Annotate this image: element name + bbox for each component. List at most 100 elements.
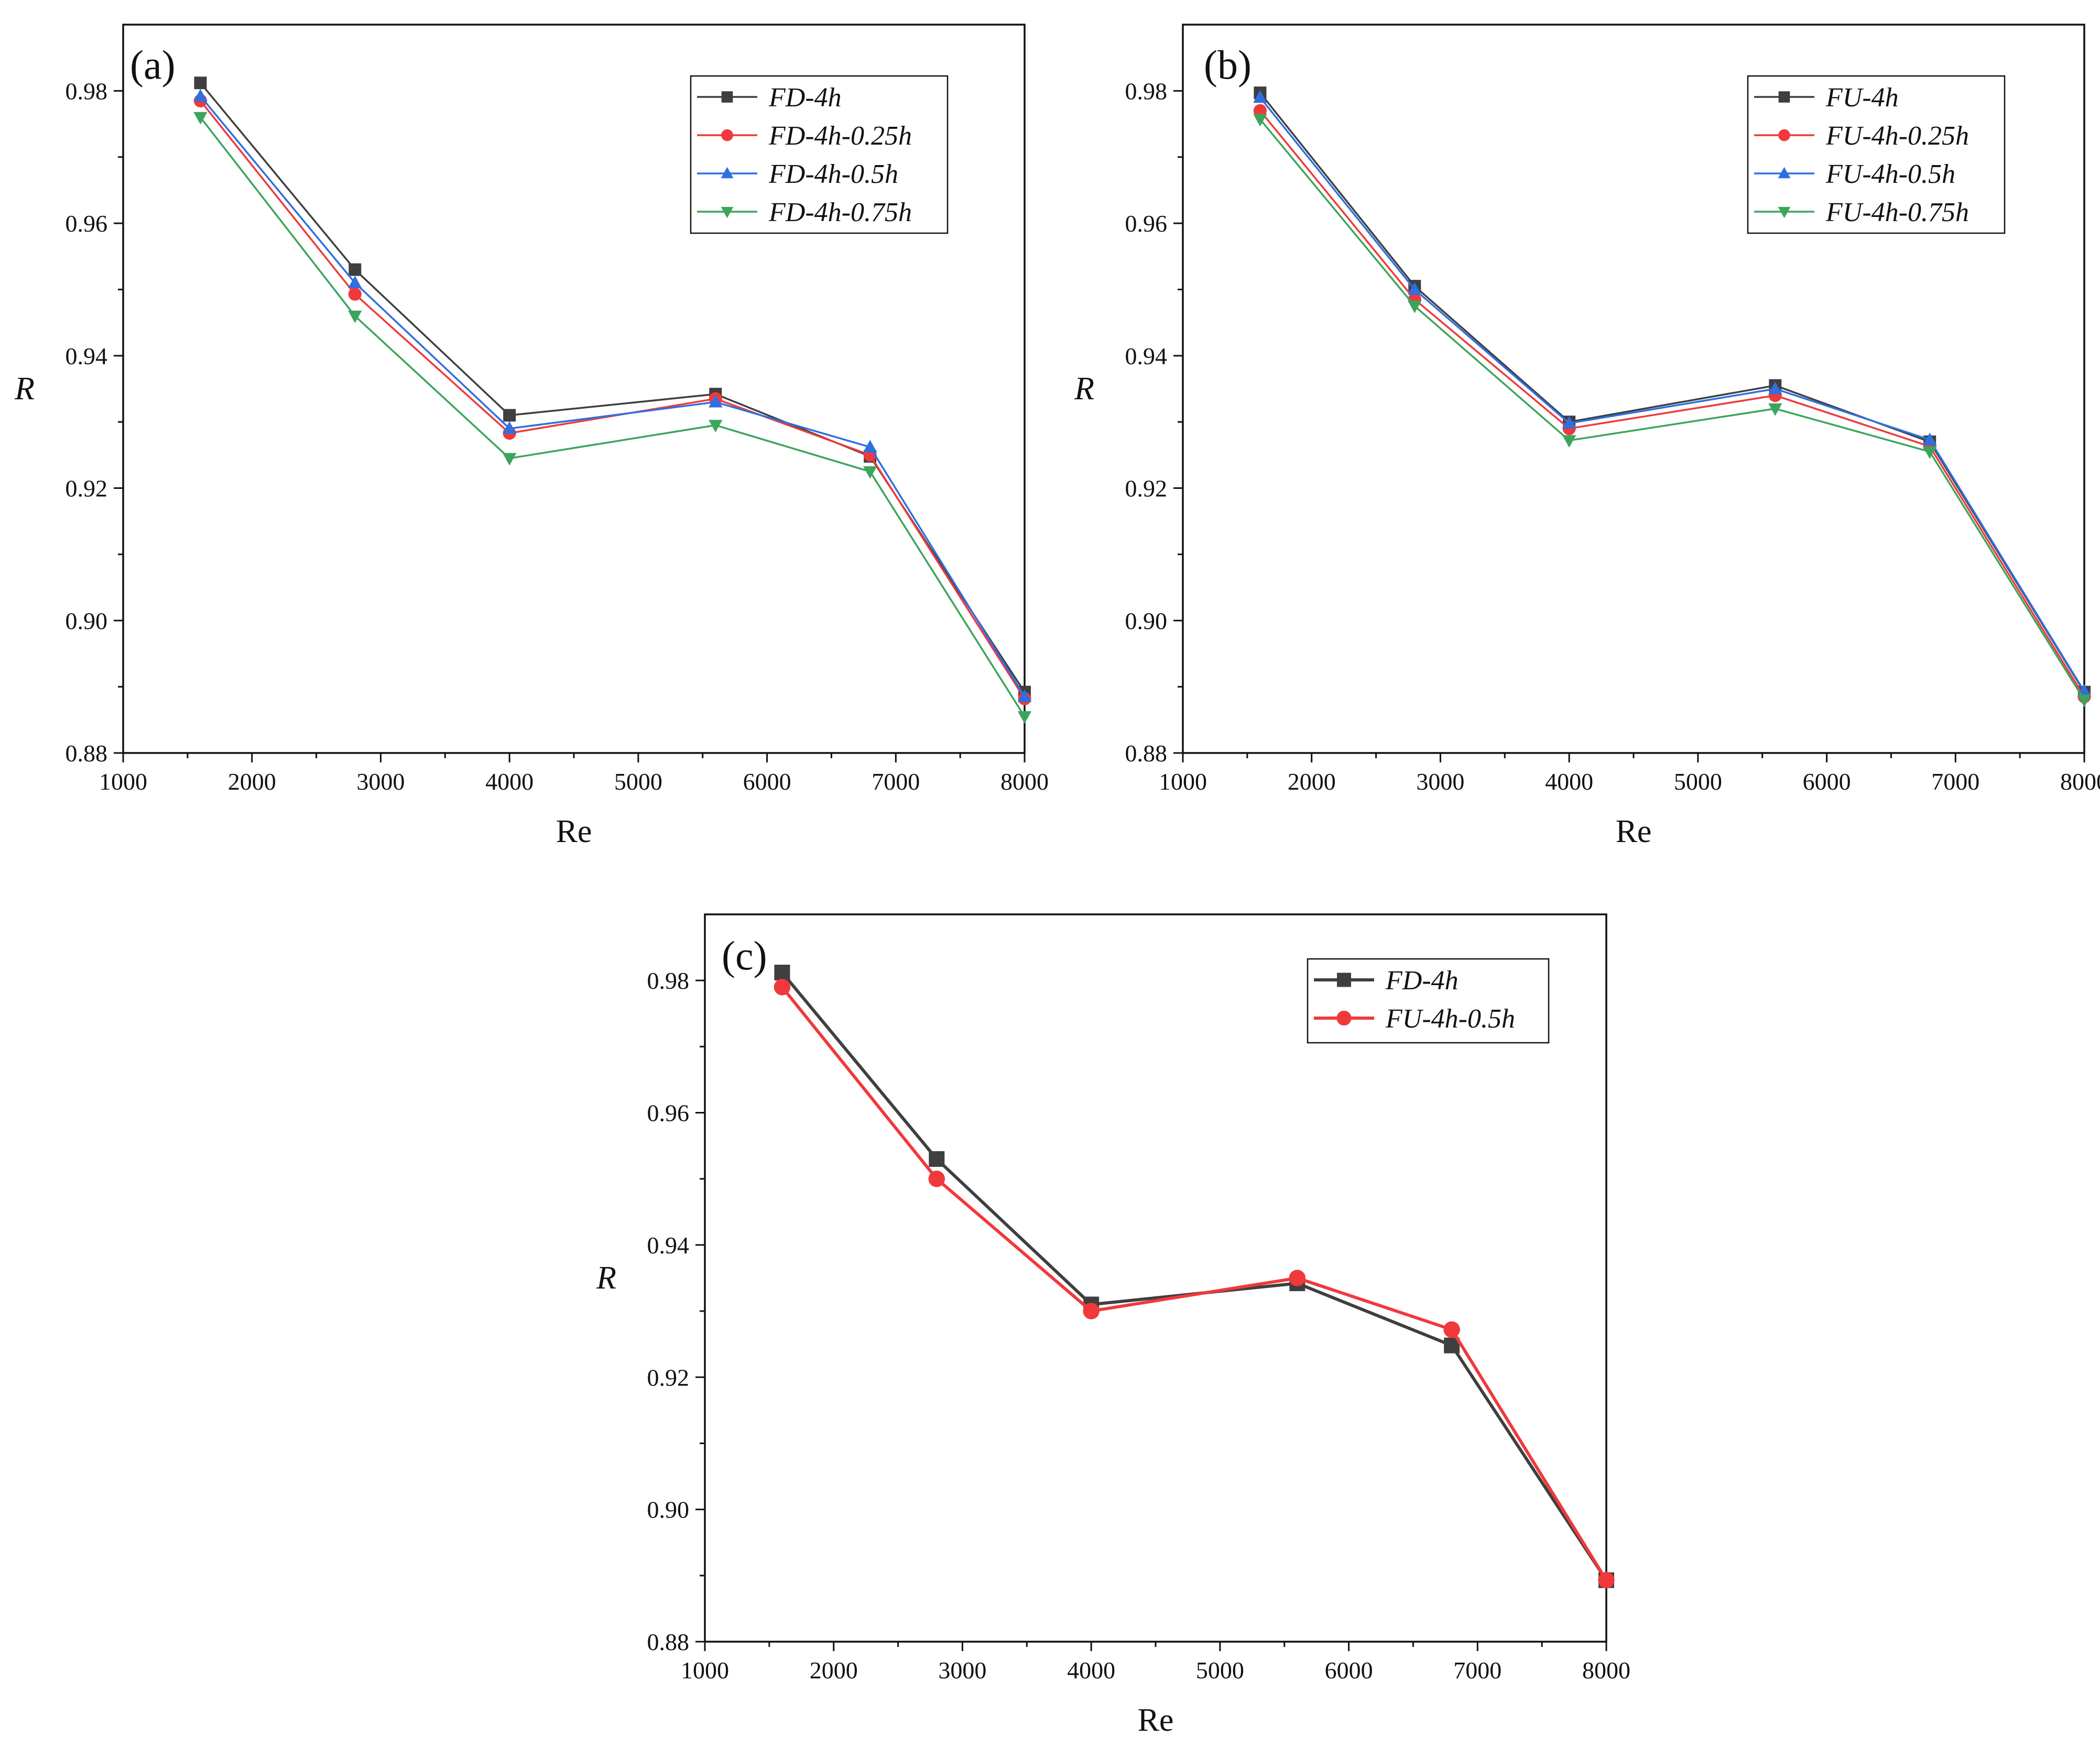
- series-line: [1259, 118, 2085, 701]
- data-point: [709, 395, 723, 408]
- y-tick-label: 0.88: [647, 1629, 690, 1655]
- x-axis-title: Re: [1616, 814, 1652, 849]
- y-tick-label: 0.98: [647, 967, 690, 994]
- y-tick-label: 0.94: [66, 343, 108, 369]
- x-tick-label: 3000: [938, 1657, 986, 1684]
- x-tick-label: 8000: [2060, 768, 2100, 795]
- legend-box: [1747, 75, 2006, 234]
- x-tick-label: 6000: [1325, 1657, 1373, 1684]
- y-tick-label: 0.90: [647, 1497, 690, 1523]
- data-point: [774, 965, 790, 981]
- legend-swatch-marker: [1778, 206, 1791, 219]
- series-FU-4h-0.5h: [1253, 90, 2092, 697]
- x-axis-title: Re: [1138, 1702, 1174, 1738]
- legend: FD-4h FD-4h-0.25h FD-4h-0.5h FD-4h-0.75h: [690, 75, 949, 234]
- chart-panel-c: 1000 2000 3000 4000 5000 6000 7000 8000 0.88 0.90…: [596, 913, 1630, 1738]
- y-axis-title: R: [1074, 371, 1094, 407]
- x-tick-label: 5000: [1674, 768, 1722, 795]
- x-tick-label: 2000: [810, 1657, 858, 1684]
- legend-label: FD-4h-0.25h: [768, 121, 912, 151]
- series-FU-4h-0.75h: [1253, 114, 2092, 707]
- data-point: [194, 77, 207, 90]
- data-point: [1922, 432, 1937, 445]
- series-line: [781, 986, 1608, 1581]
- legend-swatch-marker: [721, 91, 733, 103]
- y-tick-label: 0.96: [1125, 210, 1168, 237]
- x-tick-label: 8000: [1582, 1657, 1630, 1684]
- legend: FD-4h FU-4h-0.5h: [1307, 958, 1550, 1044]
- legend-label: FU-4h: [1825, 83, 1899, 113]
- legend-label: FU-4h-0.25h: [1825, 121, 1969, 151]
- data-point: [502, 421, 517, 434]
- data-point: [2077, 694, 2092, 707]
- legend: FU-4h FU-4h-0.25h FU-4h-0.5h FU-4h-0.75h: [1747, 75, 2006, 234]
- data-point: [1768, 403, 1782, 416]
- y-tick-label: 0.98: [1125, 78, 1168, 104]
- y-tick-label: 0.90: [66, 607, 108, 634]
- x-tick-label: 3000: [356, 768, 405, 795]
- y-tick-label: 0.92: [647, 1364, 690, 1391]
- x-tick-label: 3000: [1416, 768, 1464, 795]
- data-point: [349, 263, 362, 276]
- y-tick-label: 0.92: [1125, 475, 1168, 502]
- data-point: [193, 89, 208, 102]
- x-tick-label: 1000: [1159, 768, 1207, 795]
- x-tick-label: 4000: [1067, 1657, 1115, 1684]
- y-tick-label: 0.94: [647, 1232, 690, 1259]
- series-FD-4h-0.75h: [193, 112, 1032, 724]
- data-point: [348, 310, 362, 323]
- data-point: [929, 1151, 945, 1167]
- legend-label: FD-4h: [1385, 966, 1459, 996]
- x-tick-label: 4000: [1545, 768, 1593, 795]
- data-point: [1408, 300, 1422, 313]
- data-point: [1443, 1321, 1460, 1338]
- series-FD-4h-0.5h: [193, 89, 1032, 702]
- data-point: [1598, 1571, 1615, 1589]
- y-tick-label: 0.88: [1125, 740, 1168, 767]
- legend-swatch-marker: [1337, 973, 1351, 987]
- x-tick-label: 6000: [743, 768, 791, 795]
- x-tick-label: 7000: [872, 768, 920, 795]
- data-point: [774, 979, 791, 996]
- data-point: [502, 453, 517, 466]
- chart-panel-b: 1000 2000 3000 4000 5000 6000 7000 8000 0.88 0.90…: [1074, 24, 2100, 849]
- series-line: [1259, 110, 2085, 697]
- series-FD-4h: [774, 965, 1614, 1588]
- legend-swatch-marker: [1778, 167, 1791, 179]
- series-line: [1259, 92, 2085, 693]
- x-tick-label: 5000: [1196, 1657, 1244, 1684]
- data-point: [1922, 446, 1937, 459]
- y-tick-label: 0.96: [66, 210, 108, 237]
- y-tick-label: 0.92: [66, 475, 108, 502]
- data-point: [709, 420, 723, 433]
- data-point: [503, 409, 516, 422]
- x-tick-label: 4000: [485, 768, 534, 795]
- data-point: [1768, 381, 1782, 395]
- data-point: [348, 287, 362, 301]
- data-point: [863, 466, 877, 479]
- data-point: [1562, 435, 1576, 448]
- legend-swatch-marker: [1778, 91, 1790, 103]
- x-tick-label: 2000: [1288, 768, 1336, 795]
- legend-swatch-marker: [1778, 129, 1790, 141]
- data-point: [1253, 114, 1267, 127]
- legend-swatch-marker: [1336, 1010, 1352, 1026]
- legend-label: FD-4h-0.75h: [768, 198, 912, 227]
- y-axis-title: R: [596, 1260, 616, 1296]
- legend-label: FU-4h-0.75h: [1825, 198, 1969, 227]
- legend-swatch-marker: [721, 129, 733, 141]
- legend-label: FU-4h-0.5h: [1385, 1004, 1515, 1034]
- legend-box: [690, 75, 949, 234]
- chart-panel-a: 1000 2000 3000 4000 5000 6000 7000 8000 0.88 0.90…: [14, 24, 1049, 849]
- series-line: [1259, 96, 2085, 692]
- legend-label: FD-4h-0.5h: [768, 159, 898, 189]
- data-point: [1253, 90, 1267, 103]
- data-point: [193, 112, 208, 125]
- x-tick-label: 1000: [681, 1657, 729, 1684]
- series-FU-4h-0.5h: [774, 979, 1615, 1589]
- panel-label: (a): [130, 42, 176, 88]
- x-tick-label: 2000: [228, 768, 276, 795]
- x-tick-label: 7000: [1453, 1657, 1501, 1684]
- data-point: [348, 276, 362, 289]
